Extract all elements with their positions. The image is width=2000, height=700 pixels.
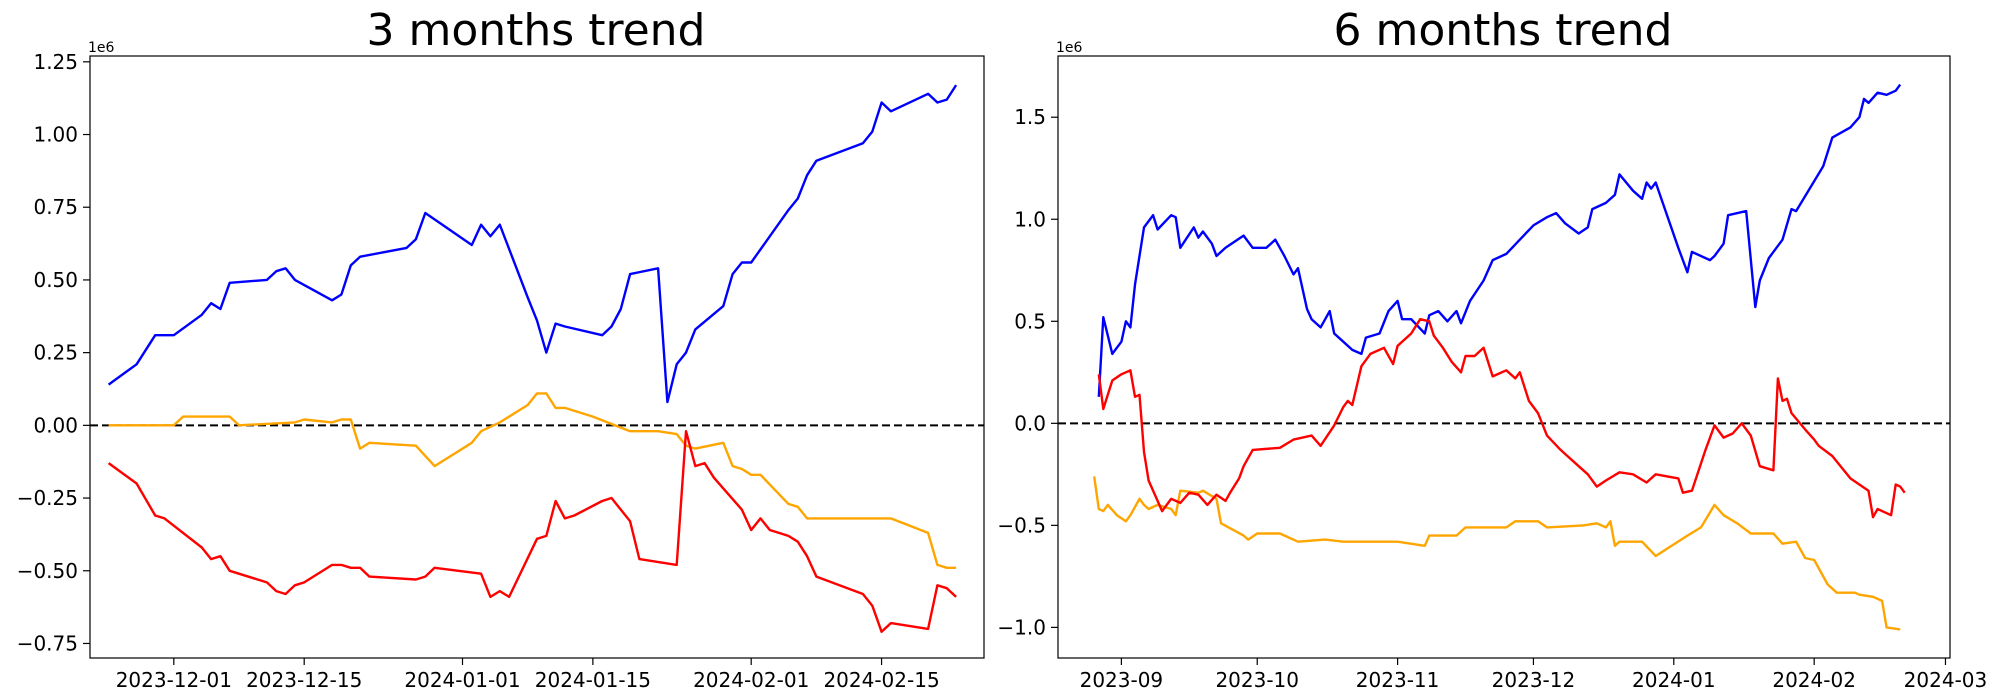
y-tick-label: 0.00 <box>33 413 78 437</box>
chart-6-months: 6 months trend 1e6 2023-09 2023-10 2023-11… <box>997 5 1987 692</box>
series-line-red <box>1097 318 1906 519</box>
x-tick-label: 2024-01-01 <box>404 668 520 692</box>
x-tick-label: 2024-02 <box>1772 668 1856 692</box>
series-line-blue <box>1097 83 1902 397</box>
axes-frame <box>89 55 985 659</box>
y-axis-ticks: −1.0 −0.5 0.0 0.5 1.0 1.5 <box>997 105 1058 639</box>
y-tick-label: 0.0 <box>1014 411 1046 435</box>
y-tick-label: 1.25 <box>33 50 78 74</box>
y-tick-label: −1.0 <box>997 615 1046 639</box>
plot-area <box>1058 83 1950 631</box>
y-tick-label: 1.00 <box>33 123 78 147</box>
x-tick-label: 2023-12 <box>1492 668 1576 692</box>
y-tick-label: −0.75 <box>17 631 78 655</box>
y-tick-label: −0.5 <box>997 513 1046 537</box>
x-tick-label: 2024-02-01 <box>693 668 809 692</box>
x-tick-label: 2023-12-01 <box>116 668 232 692</box>
axes-frame <box>1057 55 1951 659</box>
y-offset-label: 1e6 <box>88 40 115 56</box>
y-tick-label: 1.0 <box>1014 207 1046 231</box>
x-tick-label: 2023-10 <box>1215 668 1299 692</box>
x-tick-label: 2024-02-15 <box>823 668 939 692</box>
x-tick-label: 2023-09 <box>1080 668 1164 692</box>
chart-title: 3 months trend <box>367 5 706 56</box>
x-axis-ticks: 2023-12-01 2023-12-15 2024-01-01 2024-01-15… <box>116 658 940 692</box>
series-line-orange <box>108 392 957 569</box>
x-tick-label: 2023-11 <box>1356 668 1440 692</box>
series-line-blue <box>107 84 958 404</box>
chart-3-months: 3 months trend 1e6 2023-12-01 2023-12-15 2… <box>17 5 985 692</box>
x-tick-label: 2024-03 <box>1904 668 1988 692</box>
x-tick-label: 2024-01 <box>1632 668 1716 692</box>
y-axis-ticks: −0.75 −0.50 −0.25 0.00 0.25 0.50 0.75 1.00 1.25 <box>17 50 90 655</box>
plot-area <box>90 84 984 633</box>
y-tick-label: −0.25 <box>17 486 78 510</box>
series-line-red <box>107 430 957 633</box>
y-tick-label: 0.5 <box>1014 309 1046 333</box>
y-offset-label: 1e6 <box>1056 40 1083 56</box>
x-tick-label: 2024-01-15 <box>535 668 651 692</box>
x-tick-label: 2023-12-15 <box>246 668 362 692</box>
y-tick-label: 0.75 <box>33 195 78 219</box>
y-tick-label: 0.25 <box>33 341 78 365</box>
y-tick-label: −0.50 <box>17 559 78 583</box>
x-axis-ticks: 2023-09 2023-10 2023-11 2023-12 2024-01 2024-… <box>1080 658 1988 692</box>
y-tick-label: 0.50 <box>33 268 78 292</box>
chart-title: 6 months trend <box>1334 5 1673 56</box>
y-tick-label: 1.5 <box>1014 105 1046 129</box>
series-line-orange <box>1093 476 1901 631</box>
